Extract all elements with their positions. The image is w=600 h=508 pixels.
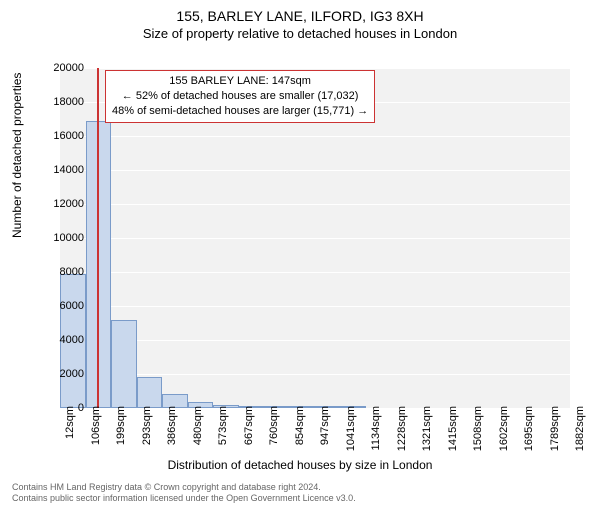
x-tick-label: 293sqm: [141, 406, 153, 456]
histogram-bar: [111, 320, 137, 408]
x-tick-label: 106sqm: [90, 406, 102, 456]
annotation-line2: ← 52% of detached houses are smaller (17…: [112, 89, 368, 104]
chart-subtitle: Size of property relative to detached ho…: [0, 26, 600, 41]
y-axis-label: Number of detached properties: [10, 73, 24, 238]
y-tick-label: 14000: [44, 164, 84, 176]
x-tick-label: 386sqm: [166, 406, 178, 456]
x-tick-label: 1882sqm: [574, 406, 586, 456]
annotation-box: 155 BARLEY LANE: 147sqm ← 52% of detache…: [105, 70, 375, 123]
gridline: [60, 204, 570, 205]
gridline: [60, 306, 570, 307]
gridline: [60, 272, 570, 273]
y-tick-label: 8000: [44, 266, 84, 278]
x-tick-label: 1228sqm: [396, 406, 408, 456]
gridline: [60, 136, 570, 137]
y-tick-label: 4000: [44, 334, 84, 346]
footer-attribution: Contains HM Land Registry data © Crown c…: [12, 482, 356, 505]
x-tick-label: 1321sqm: [421, 406, 433, 456]
x-tick-label: 760sqm: [268, 406, 280, 456]
y-tick-label: 12000: [44, 198, 84, 210]
y-tick-label: 10000: [44, 232, 84, 244]
y-tick-label: 16000: [44, 130, 84, 142]
x-tick-label: 1415sqm: [447, 406, 459, 456]
histogram-bar: [137, 377, 163, 408]
gridline: [60, 340, 570, 341]
x-tick-label: 947sqm: [319, 406, 331, 456]
y-tick-label: 6000: [44, 300, 84, 312]
y-tick-label: 20000: [44, 62, 84, 74]
x-tick-label: 667sqm: [243, 406, 255, 456]
gridline: [60, 238, 570, 239]
x-tick-label: 1041sqm: [345, 406, 357, 456]
x-tick-label: 1508sqm: [472, 406, 484, 456]
footer-line1: Contains HM Land Registry data © Crown c…: [12, 482, 356, 493]
x-tick-label: 199sqm: [115, 406, 127, 456]
x-tick-label: 1695sqm: [523, 406, 535, 456]
x-tick-label: 854sqm: [294, 406, 306, 456]
x-tick-label: 1602sqm: [498, 406, 510, 456]
property-marker-line: [97, 68, 99, 408]
gridline: [60, 68, 570, 69]
footer-line2: Contains public sector information licen…: [12, 493, 356, 504]
gridline: [60, 170, 570, 171]
x-tick-label: 480sqm: [192, 406, 204, 456]
x-tick-label: 1789sqm: [549, 406, 561, 456]
y-tick-label: 18000: [44, 96, 84, 108]
x-tick-label: 1134sqm: [370, 406, 382, 456]
x-tick-label: 12sqm: [64, 406, 76, 456]
x-tick-label: 573sqm: [217, 406, 229, 456]
x-axis-label: Distribution of detached houses by size …: [0, 458, 600, 472]
y-tick-label: 2000: [44, 368, 84, 380]
gridline: [60, 408, 570, 409]
annotation-line1: 155 BARLEY LANE: 147sqm: [112, 74, 368, 89]
chart-title: 155, BARLEY LANE, ILFORD, IG3 8XH: [0, 8, 600, 24]
gridline: [60, 374, 570, 375]
annotation-line3: 48% of semi-detached houses are larger (…: [112, 104, 368, 119]
